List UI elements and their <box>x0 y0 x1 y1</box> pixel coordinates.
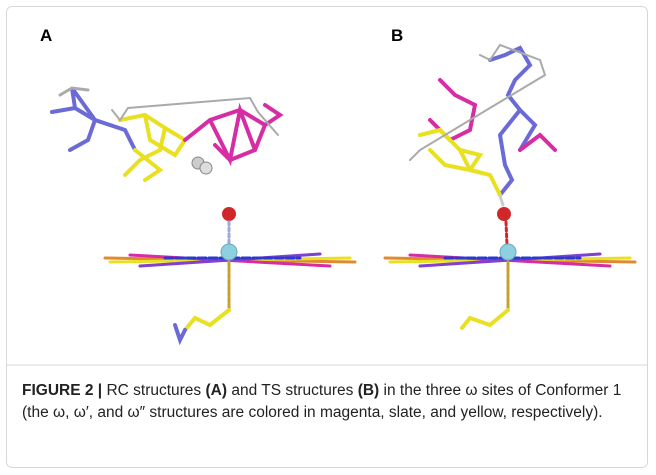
caption-text: (B) <box>358 382 380 399</box>
figure-caption: FIGURE 2 | RC structures (A) and TS stru… <box>22 380 642 424</box>
caption-text: RC structures <box>106 382 205 399</box>
panel-label: B <box>391 26 403 46</box>
caption-text: and TS structures <box>227 382 358 399</box>
structure-a <box>52 88 355 340</box>
panel-label: A <box>40 26 52 46</box>
caption-text: FIGURE 2 | <box>22 382 106 399</box>
figure-art <box>0 0 656 370</box>
caption-text: (A) <box>206 382 228 399</box>
structure-b <box>385 45 635 328</box>
